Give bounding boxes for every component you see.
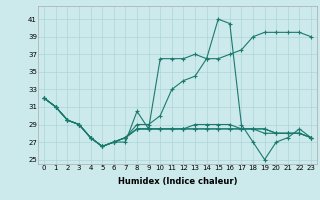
X-axis label: Humidex (Indice chaleur): Humidex (Indice chaleur) — [118, 177, 237, 186]
